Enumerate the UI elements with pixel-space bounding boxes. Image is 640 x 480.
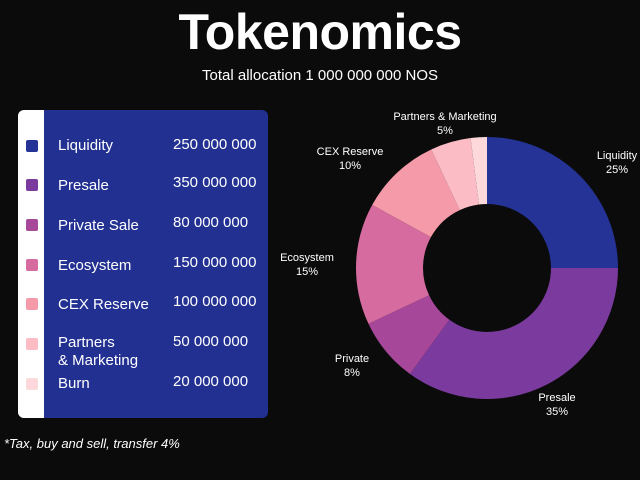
legend-label: CEX Reserve xyxy=(58,296,149,313)
slice-pct-partners-marketing: 5% xyxy=(437,125,453,137)
legend-value: 80 000 000 xyxy=(173,214,249,231)
slice-private xyxy=(368,295,450,374)
legend-value: 50 000 000 xyxy=(173,333,249,350)
legend-label: Private Sale xyxy=(58,217,139,234)
legend-value: 350 000 000 xyxy=(173,174,257,191)
legend-value: 20 000 000 xyxy=(173,373,249,390)
legend-swatch xyxy=(26,298,38,310)
slice-ecosystem xyxy=(355,204,431,324)
legend-value: 100 000 000 xyxy=(173,293,257,310)
page-title: Tokenomics xyxy=(178,4,462,60)
slice-pct-cex-reserve: 10% xyxy=(339,160,361,172)
slice-label-cex-reserve: CEX Reserve xyxy=(317,146,384,158)
legend-value: 150 000 000 xyxy=(173,254,257,271)
legend-label: Presale xyxy=(58,177,109,194)
legend-swatch xyxy=(26,378,38,390)
slice-partners-marketing xyxy=(431,138,479,211)
legend-label: Liquidity xyxy=(58,137,114,154)
legend-panel: Liquidity 250 000 000 Presale 350 000 00… xyxy=(18,110,268,418)
legend-value: 250 000 000 xyxy=(173,136,257,153)
slice-pct-presale: 35% xyxy=(546,406,568,418)
legend-label: Partners & Marketing xyxy=(58,334,139,369)
donut-labels: Partners & Marketing 5% Liquidity 25% CE… xyxy=(280,111,638,418)
slice-burn xyxy=(470,137,487,205)
page-subtitle: Total allocation 1 000 000 000 NOS xyxy=(202,67,438,84)
slice-pct-private: 8% xyxy=(344,367,360,379)
slice-cex-reserve xyxy=(372,149,460,238)
slice-label-presale: Presale xyxy=(538,392,575,404)
legend-label: Ecosystem xyxy=(58,257,132,274)
legend-swatch xyxy=(26,338,38,350)
slice-label-partners-marketing: Partners & Marketing xyxy=(393,111,496,123)
legend-swatch xyxy=(26,259,38,271)
legend-swatch xyxy=(26,219,38,231)
slice-pct-ecosystem: 15% xyxy=(296,266,318,278)
tax-footnote: *Tax, buy and sell, transfer 4% xyxy=(4,436,180,451)
slice-liquidity xyxy=(487,137,618,268)
slice-pct-liquidity: 25% xyxy=(606,164,628,176)
legend-swatch xyxy=(26,140,38,152)
slice-label-liquidity: Liquidity xyxy=(597,150,638,162)
slice-presale xyxy=(410,268,618,400)
legend-swatch xyxy=(26,179,38,191)
donut-slices xyxy=(355,137,618,400)
slice-label-private: Private xyxy=(335,353,369,365)
slice-label-ecosystem: Ecosystem xyxy=(280,252,334,264)
legend-label: Burn xyxy=(58,375,90,392)
